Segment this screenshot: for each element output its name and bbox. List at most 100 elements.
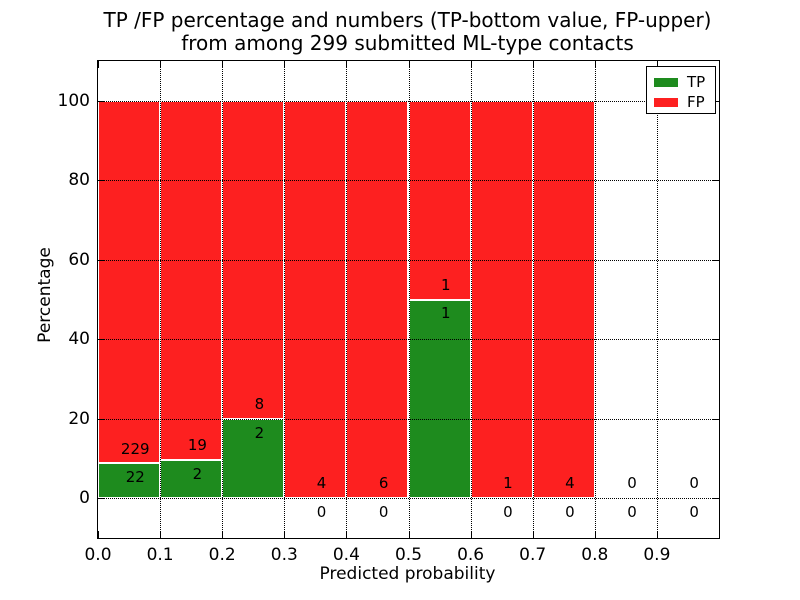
x-tick-bottom xyxy=(408,531,410,538)
tp-count-label: 2 xyxy=(192,465,203,484)
x-tick-bottom xyxy=(222,531,224,538)
x-tick-label: 0.3 xyxy=(270,545,298,565)
x-gridline xyxy=(532,61,534,538)
y-tick-right xyxy=(712,259,719,261)
fp-bar xyxy=(470,100,533,499)
tp-count-label: 0 xyxy=(565,503,575,522)
x-tick-bottom xyxy=(160,531,162,538)
fp-count-label: 8 xyxy=(254,394,265,413)
tp-bar xyxy=(222,418,285,499)
x-gridline xyxy=(222,61,224,538)
x-tick-label: 0.2 xyxy=(208,545,236,565)
x-tick-label: 0.5 xyxy=(394,545,423,565)
y-tick-label: 40 xyxy=(68,329,90,350)
x-tick-top xyxy=(346,61,348,68)
fp-count-label: 229 xyxy=(120,439,150,458)
y-tick-left xyxy=(98,418,105,420)
fp-legend-swatch xyxy=(654,97,678,107)
y-tick-left xyxy=(98,339,105,341)
y-tick-right xyxy=(712,339,719,341)
x-tick-bottom xyxy=(532,531,534,538)
fp-count-label: 1 xyxy=(440,275,451,294)
y-tick-label: 20 xyxy=(68,408,90,429)
x-tick-bottom xyxy=(346,531,348,538)
fp-count-label: 0 xyxy=(689,474,699,493)
y-tick-left xyxy=(98,259,105,261)
x-tick-label: 0.9 xyxy=(643,545,671,565)
x-axis-label: Predicted probability xyxy=(319,564,496,584)
fp-bar xyxy=(408,100,471,300)
fp-count-label: 0 xyxy=(627,474,637,493)
chart-title-line2: from among 299 submitted ML-type contact… xyxy=(181,31,634,55)
tp-count-label: 0 xyxy=(316,503,327,522)
x-tick-bottom xyxy=(594,531,596,538)
fp-count-label: 4 xyxy=(316,474,327,493)
x-tick-top xyxy=(594,61,596,68)
x-gridline xyxy=(346,61,348,538)
x-tick-top xyxy=(284,61,286,68)
y-tick-right xyxy=(712,180,719,182)
chart-title-line1: TP /FP percentage and numbers (TP-bottom… xyxy=(103,8,712,32)
x-gridline xyxy=(470,61,472,538)
x-gridline xyxy=(284,61,286,538)
fp-count-label: 19 xyxy=(187,436,207,455)
x-tick-bottom xyxy=(284,531,286,538)
tp-count-label: 0 xyxy=(627,503,637,522)
fp-bar xyxy=(284,100,347,499)
y-tick-label: 60 xyxy=(68,249,90,270)
fp-count-label: 1 xyxy=(503,474,513,493)
x-tick-top xyxy=(222,61,224,68)
tp-count-label: 1 xyxy=(440,304,451,323)
y-tick-right xyxy=(712,498,719,500)
x-tick-label: 0.8 xyxy=(581,545,609,565)
legend: TP FP xyxy=(646,66,716,114)
x-tick-top xyxy=(408,61,410,68)
x-gridline xyxy=(408,61,410,538)
y-tick-right xyxy=(712,418,719,420)
x-tick-top xyxy=(532,61,534,68)
fp-count-label: 4 xyxy=(565,474,575,493)
y-tick-left xyxy=(98,498,105,500)
x-tick-label: 0.0 xyxy=(84,545,112,565)
x-gridline xyxy=(160,61,162,538)
y-tick-left xyxy=(98,100,105,102)
tp-count-label: 2 xyxy=(254,423,265,442)
legend-item-tp: TP xyxy=(654,72,715,92)
x-gridline xyxy=(656,61,658,538)
legend-item-fp: FP xyxy=(654,92,715,112)
fp-bar xyxy=(98,100,161,464)
x-tick-bottom xyxy=(470,531,472,538)
x-tick-top xyxy=(470,61,472,68)
x-tick-top xyxy=(656,61,658,68)
fp-legend-label: FP xyxy=(687,93,705,111)
plot-area: TP FP 229 22 19 2 8 2 4 0 6 0 1 1 1 0 4 0 0 0 0 0 xyxy=(97,60,720,539)
fp-bar xyxy=(160,100,223,461)
fp-bar xyxy=(346,100,409,499)
y-tick-label: 0 xyxy=(79,488,90,509)
x-tick-label: 0.1 xyxy=(146,545,174,565)
y-tick-label: 100 xyxy=(57,90,90,111)
tp-bar xyxy=(98,463,161,499)
x-tick-label: 0.7 xyxy=(519,545,547,565)
tp-count-label: 0 xyxy=(689,503,699,522)
y-tick-label: 80 xyxy=(68,170,90,191)
x-tick-bottom xyxy=(98,531,99,538)
x-tick-label: 0.6 xyxy=(457,545,485,565)
x-tick-top xyxy=(98,61,99,68)
x-tick-top xyxy=(160,61,162,68)
tp-bar xyxy=(160,460,223,499)
x-gridline xyxy=(594,61,596,538)
x-tick-label: 0.4 xyxy=(332,545,360,565)
tp-count-label: 0 xyxy=(503,503,513,522)
tp-legend-label: TP xyxy=(687,73,706,91)
tp-count-label: 0 xyxy=(378,503,389,522)
x-tick-bottom xyxy=(656,531,658,538)
y-tick-left xyxy=(98,180,105,182)
tp-count-label: 22 xyxy=(125,468,145,487)
chart-title: TP /FP percentage and numbers (TP-bottom… xyxy=(97,9,718,55)
tp-bar xyxy=(408,299,471,499)
tp-legend-swatch xyxy=(654,77,678,87)
fp-count-label: 6 xyxy=(378,474,389,493)
fp-bar xyxy=(532,100,595,499)
